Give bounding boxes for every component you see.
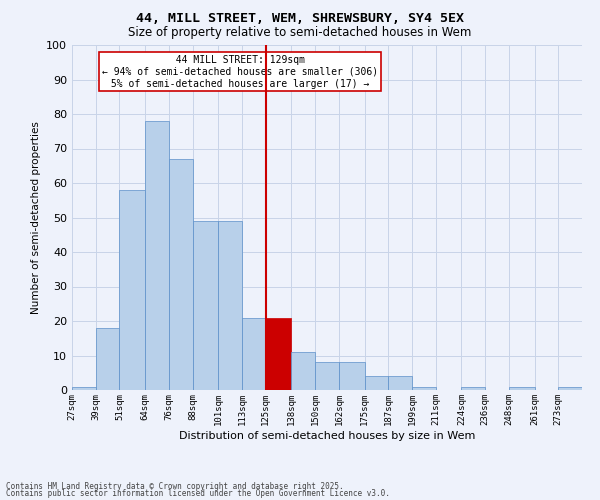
Bar bbox=[339, 362, 365, 390]
Bar bbox=[218, 221, 242, 390]
Text: Size of property relative to semi-detached houses in Wem: Size of property relative to semi-detach… bbox=[128, 26, 472, 39]
Text: 44 MILL STREET: 129sqm  
← 94% of semi-detached houses are smaller (306)
 5% of : 44 MILL STREET: 129sqm ← 94% of semi-det… bbox=[102, 56, 379, 88]
Text: 44, MILL STREET, WEM, SHREWSBURY, SY4 5EX: 44, MILL STREET, WEM, SHREWSBURY, SY4 5E… bbox=[136, 12, 464, 26]
Bar bbox=[365, 376, 388, 390]
Bar bbox=[96, 328, 119, 390]
Bar bbox=[242, 318, 266, 390]
Bar bbox=[315, 362, 339, 390]
Text: Contains HM Land Registry data © Crown copyright and database right 2025.: Contains HM Land Registry data © Crown c… bbox=[6, 482, 344, 491]
Bar bbox=[412, 386, 436, 390]
Text: Contains public sector information licensed under the Open Government Licence v3: Contains public sector information licen… bbox=[6, 489, 390, 498]
X-axis label: Distribution of semi-detached houses by size in Wem: Distribution of semi-detached houses by … bbox=[179, 430, 475, 440]
Bar bbox=[558, 386, 582, 390]
Y-axis label: Number of semi-detached properties: Number of semi-detached properties bbox=[31, 121, 41, 314]
Bar bbox=[193, 221, 218, 390]
Bar bbox=[119, 190, 145, 390]
Bar bbox=[145, 121, 169, 390]
Bar bbox=[388, 376, 412, 390]
Bar bbox=[72, 386, 96, 390]
Bar bbox=[509, 386, 535, 390]
Bar bbox=[292, 352, 315, 390]
Bar bbox=[169, 159, 193, 390]
Bar bbox=[461, 386, 485, 390]
Bar bbox=[266, 318, 292, 390]
